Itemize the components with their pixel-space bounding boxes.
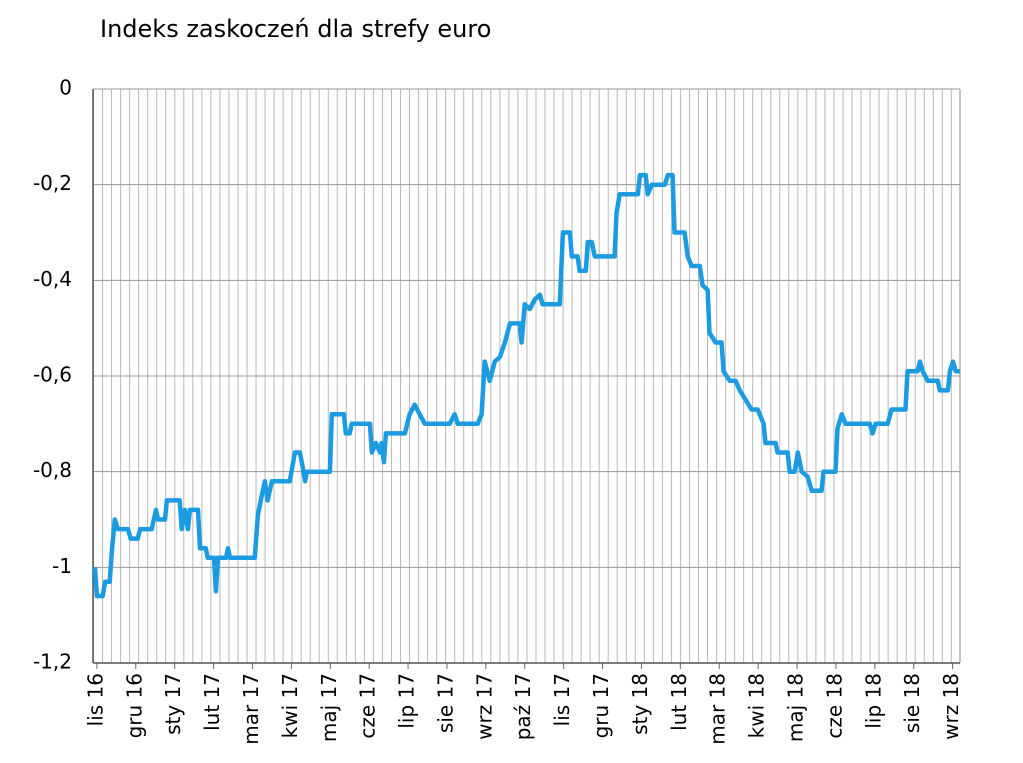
y-tick-label: -1 — [52, 554, 72, 578]
y-tick-label: -0,2 — [33, 171, 72, 195]
x-tick-label: lis 17 — [550, 673, 574, 726]
x-tick-label: cze 18 — [822, 673, 846, 739]
chart-title: Indeks zaskoczeń dla strefy euro — [100, 15, 491, 43]
x-tick-label: lip 18 — [861, 673, 885, 729]
y-tick-label: 0 — [59, 76, 72, 100]
x-tick-label: kwi 18 — [745, 673, 769, 738]
x-tick-label: mar 17 — [239, 673, 263, 745]
x-tick-label: lip 17 — [395, 673, 419, 729]
x-tick-label: maj 18 — [784, 673, 808, 742]
x-tick-label: wrz 18 — [939, 673, 963, 740]
x-tick-label: gru 16 — [122, 673, 146, 738]
data-line — [92, 172, 960, 599]
x-tick-label: kwi 17 — [278, 673, 302, 738]
x-tick-label: sty 17 — [161, 673, 185, 735]
x-tick-label: lut 18 — [667, 673, 691, 731]
x-tick-label: lut 17 — [200, 673, 224, 731]
x-tick-label: sie 18 — [900, 673, 924, 733]
x-tick-label: sty 18 — [628, 673, 652, 735]
x-tick-label: sie 17 — [433, 673, 457, 733]
x-tick-label: mar 18 — [706, 673, 730, 745]
y-tick-label: -0,6 — [33, 363, 72, 387]
x-tick-label: lis 16 — [83, 673, 107, 726]
x-tick-label: maj 17 — [317, 673, 341, 742]
x-tick-label: cze 17 — [356, 673, 380, 739]
x-tick-label: wrz 17 — [472, 673, 496, 740]
y-tick-label: -0,8 — [33, 458, 72, 482]
y-tick-label: -0,4 — [33, 267, 72, 291]
x-tick-label: paź 17 — [511, 673, 535, 740]
y-tick-label: -1,2 — [33, 650, 72, 674]
x-tick-label: gru 17 — [589, 673, 613, 738]
